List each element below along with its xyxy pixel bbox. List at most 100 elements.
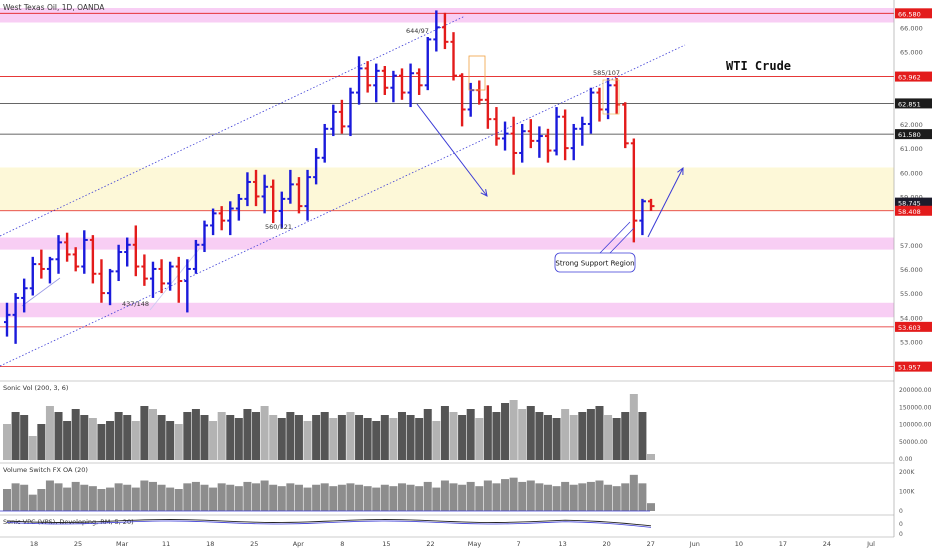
ohlc-bar[interactable] xyxy=(201,220,208,253)
ohlc-bar[interactable] xyxy=(347,87,354,137)
candles-layer[interactable] xyxy=(4,10,655,344)
ohlc-bar[interactable] xyxy=(304,169,312,221)
ohlc-bar[interactable] xyxy=(484,85,492,129)
volume-bar xyxy=(54,412,63,460)
chart-header-title: West Texas Oil, 1D, OANDA xyxy=(3,3,105,12)
ohlc-bar[interactable] xyxy=(527,119,535,149)
ohlc-bar[interactable] xyxy=(278,191,286,228)
ohlc-bar[interactable] xyxy=(502,121,509,151)
ohlc-bar[interactable] xyxy=(98,259,105,303)
ohlc-bar[interactable] xyxy=(167,261,174,291)
ohlc-bar[interactable] xyxy=(4,302,11,337)
volume-bar xyxy=(389,418,398,460)
volume-bar xyxy=(243,409,252,460)
ohlc-bar[interactable] xyxy=(149,261,157,298)
ohlc-bar[interactable] xyxy=(89,235,97,284)
ohlc-bar[interactable] xyxy=(46,256,54,284)
ohlc-bar[interactable] xyxy=(433,10,440,52)
ohlc-bar[interactable] xyxy=(270,179,277,224)
ohlc-bar[interactable] xyxy=(459,73,466,127)
ohlc-bar[interactable] xyxy=(175,256,183,303)
ohlc-bar[interactable] xyxy=(184,259,191,313)
volume-switch-bar xyxy=(191,481,200,511)
volume-switch-bar xyxy=(475,486,484,511)
ohlc-bar[interactable] xyxy=(390,70,397,103)
ohlc-bar[interactable] xyxy=(72,247,80,272)
ohlc-bar[interactable] xyxy=(407,63,415,108)
ohlc-bar[interactable] xyxy=(510,116,518,175)
ohlc-bar[interactable] xyxy=(132,225,140,277)
price-tick-label: 65.000 xyxy=(900,48,923,56)
ohlc-bar[interactable] xyxy=(570,123,578,161)
volume-switch-bar xyxy=(11,483,20,511)
ohlc-bar[interactable] xyxy=(613,78,621,115)
price-tick-label: 61.000 xyxy=(900,145,923,153)
volume-bar xyxy=(543,415,552,460)
ohlc-bar[interactable] xyxy=(416,68,423,95)
ohlc-bar[interactable] xyxy=(313,148,320,185)
ohlc-bar[interactable] xyxy=(544,128,552,163)
ohlc-bar[interactable] xyxy=(536,126,543,158)
ohlc-bar[interactable] xyxy=(218,206,226,231)
volume-bar xyxy=(20,415,29,460)
ohlc-bar[interactable] xyxy=(356,56,363,105)
price-tick-label: 54.000 xyxy=(900,314,923,322)
ohlc-bar[interactable] xyxy=(579,116,586,146)
volume-switch-bar xyxy=(148,481,157,511)
ohlc-bar[interactable] xyxy=(81,230,88,274)
ohlc-bar[interactable] xyxy=(321,123,329,163)
volume-switch-bar xyxy=(543,484,552,511)
ohlc-bar[interactable] xyxy=(29,256,37,296)
ohlc-bar[interactable] xyxy=(450,32,458,81)
ohlc-bar[interactable] xyxy=(38,249,45,279)
volume-bar xyxy=(269,415,278,460)
ohlc-bar[interactable] xyxy=(373,63,380,103)
ohlc-bar[interactable] xyxy=(562,109,569,161)
ohlc-bar[interactable] xyxy=(115,244,123,282)
ohlc-bar[interactable] xyxy=(622,102,629,149)
ohlc-bar[interactable] xyxy=(424,36,432,91)
ohlc-bar[interactable] xyxy=(338,99,346,134)
volume-switch-bar xyxy=(37,489,46,511)
ohlc-bar[interactable] xyxy=(261,174,269,214)
overlays-layer: 644/97 585/107 560/121 437/148 Strong Suppor… xyxy=(122,27,684,308)
ohlc-bar[interactable] xyxy=(330,104,337,137)
volume-switch-bar xyxy=(54,483,63,511)
ohlc-bar[interactable] xyxy=(381,65,389,95)
ohlc-bar[interactable] xyxy=(441,12,449,50)
volume-switch-bar xyxy=(363,486,372,511)
volume-bar xyxy=(131,421,140,460)
ohlc-bar[interactable] xyxy=(605,78,612,120)
ohlc-bar[interactable] xyxy=(587,87,595,134)
ohlc-bar[interactable] xyxy=(210,208,217,236)
ohlc-bar[interactable] xyxy=(227,201,234,236)
ohlc-bar[interactable] xyxy=(141,254,148,286)
ohlc-bar[interactable] xyxy=(639,198,646,236)
indicator-tick-label: 200K xyxy=(899,469,915,476)
ohlc-bar[interactable] xyxy=(364,61,372,93)
ohlc-bar[interactable] xyxy=(493,107,500,146)
ohlc-bar[interactable] xyxy=(287,169,294,204)
ohlc-bar[interactable] xyxy=(124,237,131,267)
ohlc-bar[interactable] xyxy=(192,239,200,274)
ohlc-bar[interactable] xyxy=(64,232,71,262)
ohlc-bar[interactable] xyxy=(630,138,638,243)
ohlc-bar[interactable] xyxy=(553,107,561,156)
volume-switch-bar xyxy=(166,487,175,511)
ohlc-bar[interactable] xyxy=(244,172,251,207)
ohlc-bar[interactable] xyxy=(295,177,303,214)
ohlc-bar[interactable] xyxy=(12,293,20,344)
ohlc-bar[interactable] xyxy=(158,259,166,294)
volume-switch-bar xyxy=(217,483,226,511)
ohlc-bar[interactable] xyxy=(519,123,526,163)
ohlc-bar[interactable] xyxy=(235,194,243,221)
ohlc-bar[interactable] xyxy=(55,235,63,274)
ohlc-bar[interactable] xyxy=(21,278,28,313)
ohlc-bar[interactable] xyxy=(596,87,603,122)
ohlc-bar[interactable] xyxy=(398,68,406,100)
ohlc-bar[interactable] xyxy=(253,169,260,207)
ohlc-bar[interactable] xyxy=(648,198,655,211)
up-arrow-head xyxy=(677,166,684,176)
ohlc-bar[interactable] xyxy=(107,268,114,306)
